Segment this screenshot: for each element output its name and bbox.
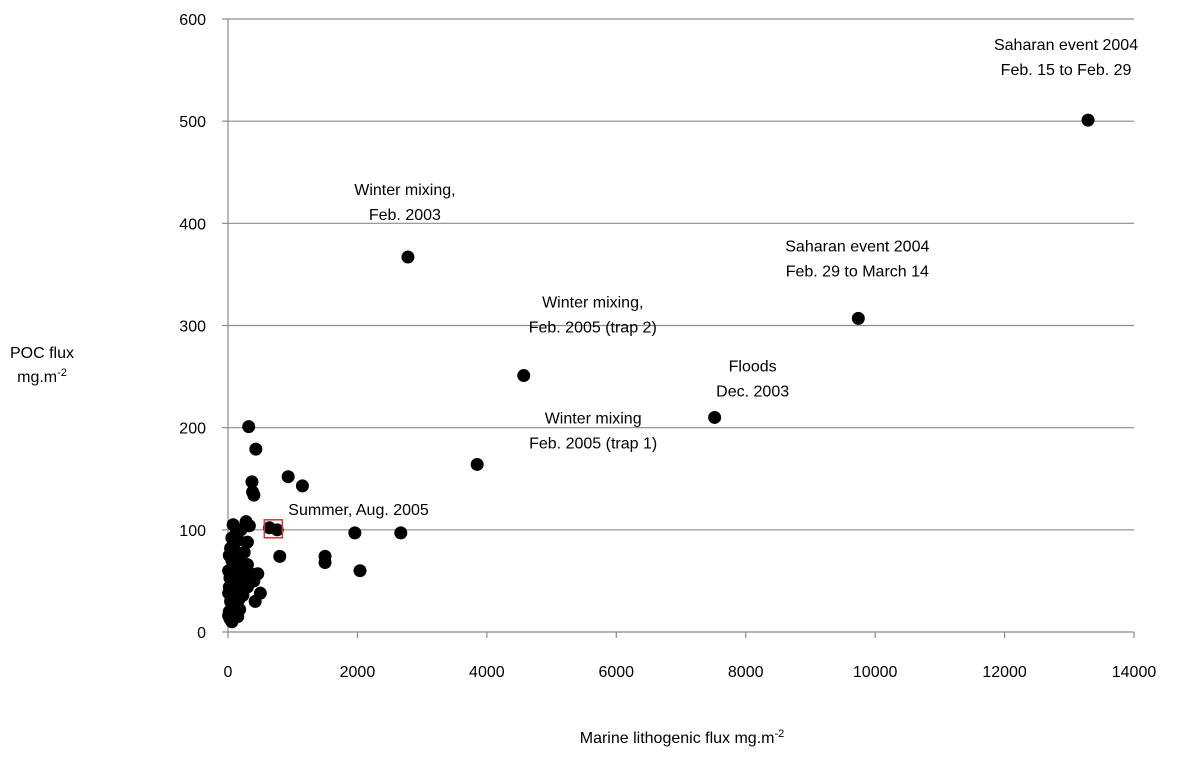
- point: [222, 609, 236, 623]
- annotation: Saharan event 2004: [785, 238, 929, 255]
- annotation: Feb. 2005 (trap 1): [529, 435, 657, 452]
- y-tick-label: 200: [179, 421, 206, 438]
- y-tick-label: 600: [179, 12, 206, 29]
- x-tick-label: 12000: [982, 664, 1027, 681]
- point: [249, 442, 263, 456]
- y-axis-label: POC flux: [10, 345, 74, 362]
- x-tick-label: 8000: [728, 664, 764, 681]
- point: [247, 488, 261, 502]
- point: [851, 311, 865, 325]
- annotation: Feb. 29 to March 14: [786, 263, 929, 280]
- point: [281, 470, 295, 484]
- point: [348, 526, 362, 540]
- y-axis-label: mg.m-2: [17, 367, 67, 386]
- annotation: Feb. 2005 (trap 2): [529, 320, 657, 337]
- point: [242, 420, 256, 434]
- y-tick-label: 500: [179, 114, 206, 131]
- point: [517, 369, 531, 383]
- x-tick-label: 14000: [1112, 664, 1157, 681]
- annotation: Summer, Aug. 2005: [288, 502, 429, 519]
- point: [263, 519, 284, 539]
- annotation: Feb. 2003: [369, 207, 441, 224]
- point: [1081, 113, 1095, 127]
- annotation: Feb. 15 to Feb. 29: [1001, 62, 1132, 79]
- x-tick-label: 6000: [598, 664, 634, 681]
- point: [248, 594, 262, 608]
- y-tick-label: 300: [179, 319, 206, 336]
- point: [240, 535, 254, 549]
- x-axis-label: Marine lithogenic flux mg.m-2: [580, 728, 785, 747]
- annotation: Winter mixing,: [354, 182, 455, 199]
- annotation: Saharan event 2004: [994, 37, 1138, 54]
- annotation: Dec. 2003: [716, 383, 789, 400]
- annotation: Floods: [729, 358, 777, 375]
- point: [708, 410, 722, 424]
- point: [470, 457, 484, 471]
- point: [245, 475, 259, 489]
- x-tick-label: 0: [224, 664, 233, 681]
- point: [401, 250, 415, 264]
- annotation: Winter mixing,: [542, 295, 643, 312]
- y-tick-label: 0: [197, 625, 206, 642]
- point: [353, 564, 367, 578]
- point: [270, 523, 284, 537]
- point: [318, 556, 332, 570]
- point: [273, 549, 287, 563]
- point: [394, 526, 408, 540]
- x-tick-label: 4000: [469, 664, 505, 681]
- x-tick-label: 10000: [853, 664, 898, 681]
- y-tick-label: 400: [179, 216, 206, 233]
- annotation: Winter mixing: [545, 410, 642, 427]
- x-tick-label: 2000: [340, 664, 376, 681]
- point: [295, 479, 309, 493]
- y-tick-label: 100: [179, 523, 206, 540]
